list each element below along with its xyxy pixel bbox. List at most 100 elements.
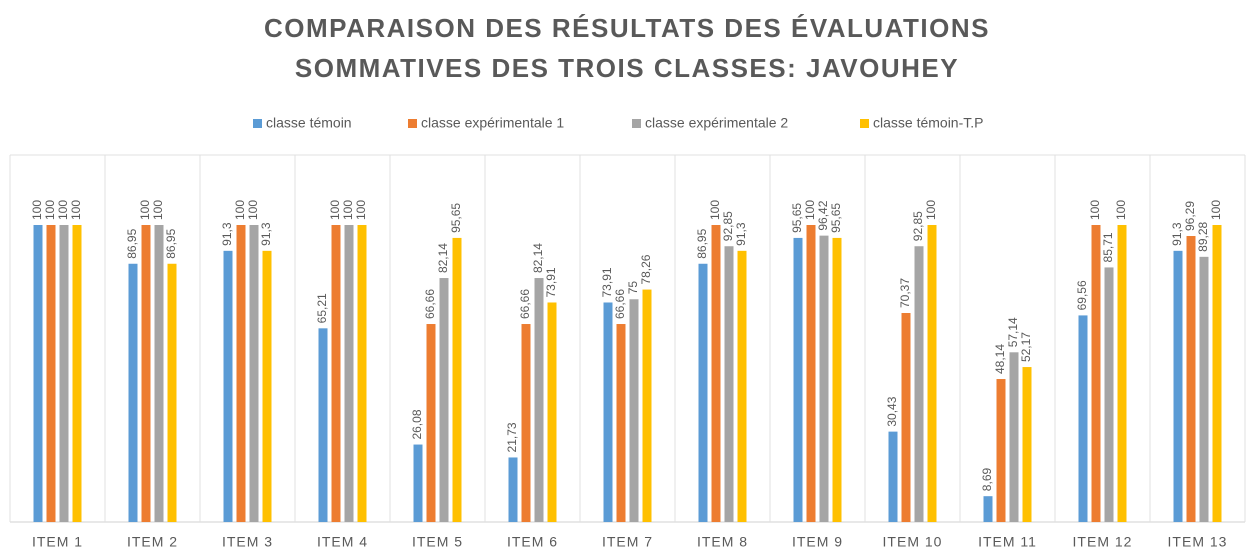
- data-label: 100: [69, 200, 83, 220]
- bar: [1022, 367, 1032, 522]
- data-label: 70,37: [898, 278, 912, 308]
- data-label: 57,14: [1006, 317, 1020, 347]
- bar: [154, 225, 164, 522]
- data-label: 96,29: [1183, 201, 1197, 231]
- data-label: 82,14: [436, 243, 450, 273]
- data-label: 75: [626, 281, 640, 295]
- bar: [629, 299, 639, 522]
- bar: [344, 225, 354, 522]
- bar: [128, 263, 138, 522]
- data-label: 96,42: [816, 200, 830, 230]
- data-label: 65,21: [315, 293, 329, 323]
- data-label: 86,95: [125, 228, 139, 258]
- data-label: 91,3: [1170, 222, 1184, 246]
- data-label: 95,65: [449, 203, 463, 233]
- bar: [983, 496, 993, 522]
- data-label: 95,65: [790, 203, 804, 233]
- bar: [413, 444, 423, 522]
- data-label: 100: [328, 200, 342, 220]
- data-label: 89,28: [1196, 221, 1210, 251]
- legend-swatch: [408, 119, 417, 128]
- x-tick-label: ITEM 10: [883, 534, 943, 550]
- data-label: 100: [708, 200, 722, 220]
- data-label: 100: [803, 200, 817, 220]
- bar: [141, 225, 151, 522]
- data-label: 86,95: [695, 228, 709, 258]
- bar: [914, 246, 924, 522]
- bar: [521, 324, 531, 522]
- data-label: 100: [924, 200, 938, 220]
- bar: [72, 225, 82, 522]
- bar: [711, 225, 721, 522]
- bar: [737, 250, 747, 523]
- data-label: 100: [354, 200, 368, 220]
- data-label: 91,3: [734, 222, 748, 246]
- x-tick-label: ITEM 8: [697, 534, 748, 550]
- bar: [167, 263, 177, 522]
- bar: [1173, 250, 1183, 523]
- data-label: 52,17: [1019, 332, 1033, 362]
- legend-label: classe témoin: [266, 115, 352, 131]
- data-label: 100: [1114, 200, 1128, 220]
- x-tick-label: ITEM 12: [1073, 534, 1133, 550]
- data-label: 30,43: [885, 396, 899, 426]
- data-label: 95,65: [829, 203, 843, 233]
- data-label: 66,66: [423, 289, 437, 319]
- bar: [1104, 267, 1114, 522]
- bar: [698, 263, 708, 522]
- data-label: 66,66: [518, 289, 532, 319]
- data-label: 73,91: [600, 267, 614, 297]
- legend-swatch: [632, 119, 641, 128]
- bar: [901, 313, 911, 522]
- bar: [534, 278, 544, 522]
- bar: [46, 225, 56, 522]
- data-label: 100: [138, 200, 152, 220]
- bar: [439, 278, 449, 522]
- x-tick-label: ITEM 3: [222, 534, 273, 550]
- chart-title: COMPARAISON DES RÉSULTATS DES ÉVALUATION…: [264, 13, 990, 43]
- legend-label: classe expérimentale 1: [421, 115, 564, 131]
- data-label: 69,56: [1075, 280, 1089, 310]
- data-label: 91,3: [259, 222, 273, 246]
- data-label: 100: [246, 200, 260, 220]
- data-label: 21,73: [505, 422, 519, 452]
- bar: [616, 324, 626, 522]
- x-tick-label: ITEM 13: [1168, 534, 1228, 550]
- data-label: 100: [1088, 200, 1102, 220]
- bar: [223, 250, 233, 523]
- bar: [547, 302, 557, 522]
- bar: [1091, 225, 1101, 522]
- bar: [927, 225, 937, 522]
- data-label: 73,91: [544, 267, 558, 297]
- bar: [1078, 315, 1088, 522]
- bar: [996, 379, 1006, 522]
- data-label: 85,71: [1101, 232, 1115, 262]
- data-label: 78,26: [639, 254, 653, 284]
- bar: [452, 237, 462, 522]
- bar: [249, 225, 259, 522]
- x-tick-label: ITEM 1: [32, 534, 83, 550]
- bar: [357, 225, 367, 522]
- data-label: 100: [43, 200, 57, 220]
- bar: [819, 235, 829, 522]
- bar: [508, 457, 518, 522]
- bar: [1009, 352, 1019, 522]
- bar: [888, 431, 898, 522]
- data-label: 26,08: [410, 409, 424, 439]
- data-label: 8,69: [980, 468, 994, 492]
- x-tick-label: ITEM 2: [127, 534, 178, 550]
- x-tick-label: ITEM 11: [978, 534, 1037, 550]
- data-label: 100: [56, 200, 70, 220]
- data-label: 82,14: [531, 243, 545, 273]
- bar: [1186, 236, 1196, 522]
- bar: [318, 328, 328, 522]
- data-label: 92,85: [911, 211, 925, 241]
- bar: [1117, 225, 1127, 522]
- data-label: 66,66: [613, 289, 627, 319]
- bar: [806, 225, 816, 522]
- legend-label: classe expérimentale 2: [645, 115, 788, 131]
- bar: [724, 246, 734, 522]
- bar: [236, 225, 246, 522]
- bar: [793, 237, 803, 522]
